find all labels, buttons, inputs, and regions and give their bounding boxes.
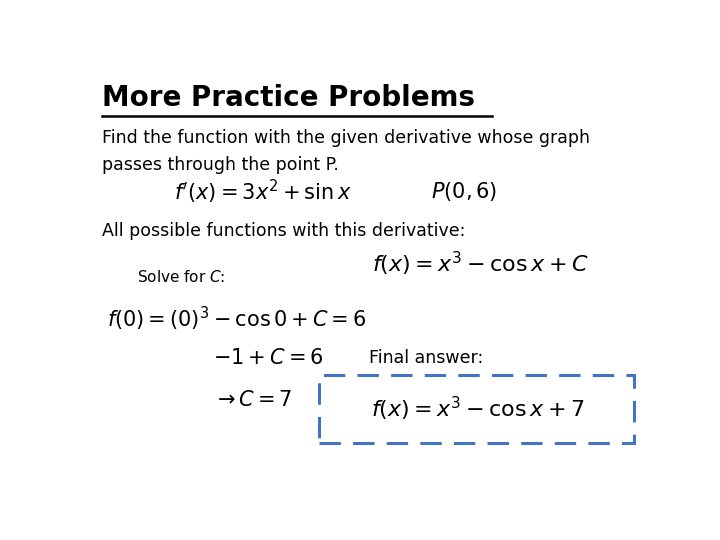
Text: Find the function with the given derivative whose graph
passes through the point: Find the function with the given derivat… bbox=[102, 129, 590, 174]
Text: Final answer:: Final answer: bbox=[369, 349, 483, 367]
Text: $\rightarrow C=7$: $\rightarrow C=7$ bbox=[213, 389, 292, 409]
Text: $f(0)=(0)^3-\cos 0+C=6$: $f(0)=(0)^3-\cos 0+C=6$ bbox=[107, 305, 366, 333]
Text: $f(x)=x^3-\cos x+C$: $f(x)=x^3-\cos x+C$ bbox=[372, 250, 589, 279]
Text: More Practice Problems: More Practice Problems bbox=[102, 84, 475, 112]
Text: Solve for $C$:: Solve for $C$: bbox=[138, 269, 226, 285]
Text: $-1+C=6$: $-1+C=6$ bbox=[213, 348, 323, 368]
Text: $f'(x)=3x^2+\sin x$: $f'(x)=3x^2+\sin x$ bbox=[174, 178, 352, 206]
Text: $f(x)=x^3-\cos x+7$: $f(x)=x^3-\cos x+7$ bbox=[371, 395, 585, 423]
Text: $P(0,6)$: $P(0,6)$ bbox=[431, 180, 497, 203]
FancyBboxPatch shape bbox=[319, 375, 634, 443]
Text: All possible functions with this derivative:: All possible functions with this derivat… bbox=[102, 222, 466, 240]
